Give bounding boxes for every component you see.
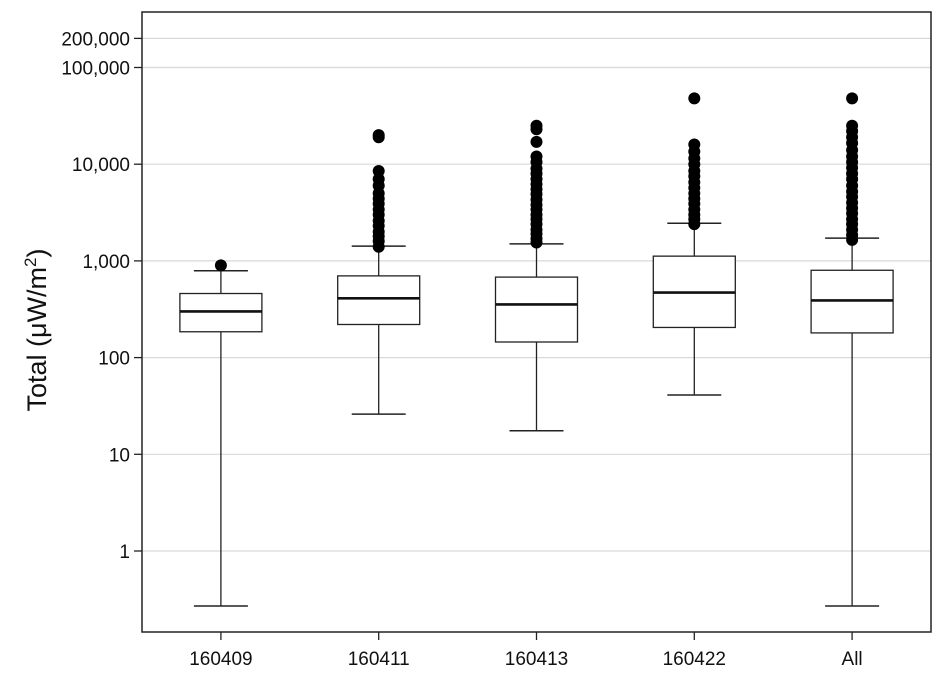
x-tick-label: All [842, 649, 863, 670]
y-tick-label: 200,000 [61, 29, 130, 50]
outlier-point [846, 92, 859, 105]
outlier-point [214, 259, 227, 272]
x-tick-label: 160411 [348, 649, 410, 670]
box-group [494, 119, 579, 432]
y-tick-label: 100,000 [61, 59, 130, 80]
outlier-point [846, 119, 859, 132]
plot-frame [141, 11, 932, 633]
y-tick-label: 10 [109, 445, 130, 466]
box-group [179, 259, 263, 607]
outlier-point [530, 135, 543, 148]
x-tick-label: 160422 [663, 649, 726, 670]
y-axis-label: Total (μW/m2) [21, 248, 52, 411]
outlier-point [372, 165, 385, 178]
box-group [337, 129, 421, 415]
y-tick-label: 100 [98, 349, 130, 370]
box-group [810, 92, 894, 607]
x-axis-ticks: 160409 160411 160413 160422 All [189, 632, 863, 670]
y-tick-label: 1 [119, 542, 130, 563]
y-tick-label: 1,000 [82, 252, 130, 273]
x-tick-label: 160413 [505, 649, 568, 670]
boxes [179, 92, 894, 607]
outlier-point [530, 150, 543, 163]
outlier-point [530, 119, 543, 132]
outlier-point [688, 138, 701, 151]
iqr-box [337, 275, 421, 326]
y-axis-ticks: 1 10 100 1,000 10,000 100,000 200,000 [61, 29, 142, 563]
outlier-point [372, 129, 385, 142]
outlier-point [688, 92, 701, 105]
y-tick-label: 10,000 [72, 155, 130, 176]
x-tick-label: 160409 [189, 649, 252, 670]
iqr-box [494, 276, 579, 343]
box-group [652, 92, 736, 396]
